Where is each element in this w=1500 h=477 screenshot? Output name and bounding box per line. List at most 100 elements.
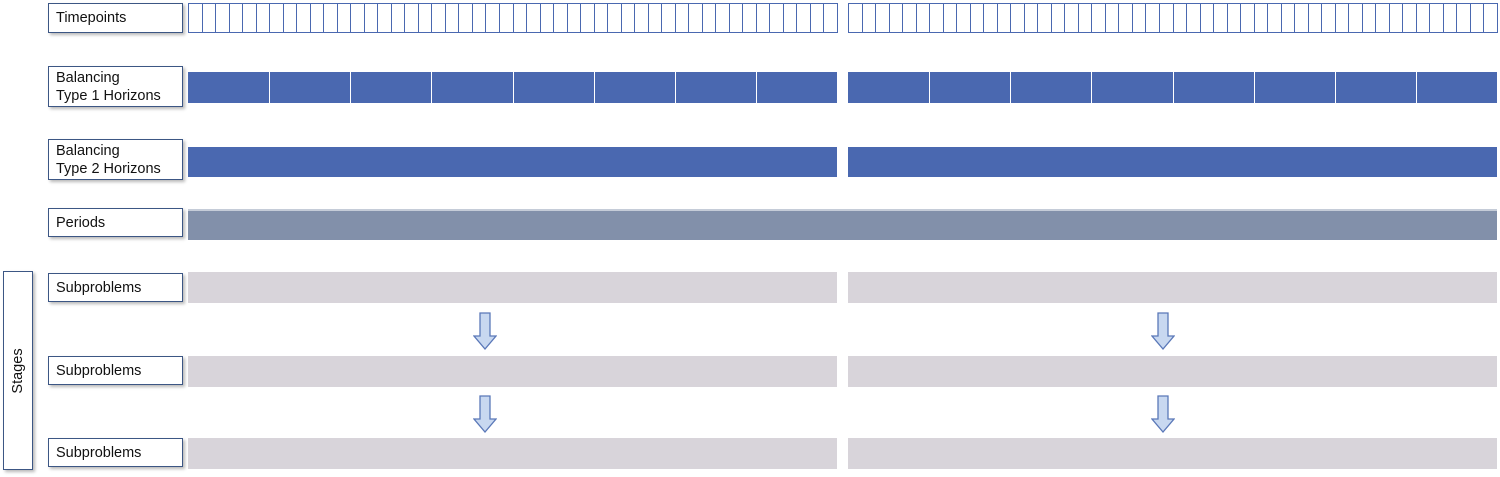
timepoint-cell — [823, 3, 839, 33]
subproblems-label-text: Subproblems — [56, 444, 142, 461]
type1-horizon-divider — [1335, 72, 1336, 103]
timepoint-cell — [728, 3, 744, 33]
down-arrow-icon — [1151, 395, 1175, 433]
subproblem-stage1-left — [188, 272, 837, 303]
timepoint-cell — [417, 3, 433, 33]
timepoint-cell — [1158, 3, 1174, 33]
timepoint-cell — [1010, 3, 1025, 33]
periods-label: Periods — [48, 208, 183, 237]
timepoint-cell — [996, 3, 1012, 33]
balancing-type1-label-text: Balancing Type 1 Horizons — [56, 69, 161, 104]
timepoint-cell — [539, 3, 555, 33]
timepoint-cell — [431, 3, 447, 33]
timepoint-cell — [1442, 3, 1458, 33]
timepoint-cell — [1104, 3, 1120, 33]
type2-horizon-left — [188, 147, 837, 177]
timepoint-cell — [390, 3, 406, 33]
subproblem-stage3-left — [188, 438, 837, 469]
subproblem-stage3-right — [848, 438, 1497, 469]
timepoint-cell — [1361, 3, 1377, 33]
timepoint-cell — [282, 3, 298, 33]
timepoint-cell — [471, 3, 487, 33]
timepoint-cell — [1145, 3, 1161, 33]
type1-horizon-divider — [1091, 72, 1092, 103]
timepoint-cell — [593, 3, 609, 33]
subproblem-stage2-right — [848, 356, 1497, 387]
timepoint-cell — [1483, 3, 1499, 33]
type1-horizon-divider — [756, 72, 757, 103]
timepoint-cell — [796, 3, 812, 33]
timepoints-label: Timepoints — [48, 3, 183, 33]
timepoint-cell — [1321, 3, 1336, 33]
timepoint-cell — [1294, 3, 1309, 33]
type1-horizon-divider — [350, 72, 351, 103]
timepoint-cell — [201, 3, 217, 33]
timepoint-cell — [1186, 3, 1201, 33]
timepoint-cell — [309, 3, 325, 33]
stages-label: Stages — [3, 271, 33, 470]
timepoint-cell — [228, 3, 244, 33]
timepoint-cell — [929, 3, 944, 33]
timepoint-cell — [566, 3, 582, 33]
subproblems-label-stage-3: Subproblems — [48, 438, 183, 467]
timepoint-cell — [1118, 3, 1134, 33]
timepoint-cell — [688, 3, 703, 33]
timepoint-cell — [1240, 3, 1255, 33]
timepoint-cell — [1226, 3, 1242, 33]
timepoint-cell — [942, 3, 958, 33]
subproblem-stage1-right — [848, 272, 1497, 303]
timepoint-cell — [1348, 3, 1363, 33]
timepoints-row-right — [848, 3, 1499, 33]
timepoint-cell — [350, 3, 365, 33]
timepoint-cell — [188, 3, 203, 33]
timepoint-cell — [1375, 3, 1391, 33]
timepoint-cell — [1037, 3, 1052, 33]
timepoint-cell — [1172, 3, 1188, 33]
type1-horizon-divider — [1010, 72, 1011, 103]
timepoint-cell — [363, 3, 379, 33]
timepoint-cell — [485, 3, 501, 33]
timepoint-cell — [1253, 3, 1269, 33]
timepoint-cell — [634, 3, 649, 33]
timepoint-cell — [458, 3, 474, 33]
down-arrow-icon — [1151, 312, 1175, 350]
timepoints-label-text: Timepoints — [56, 10, 127, 26]
type1-horizon-divider — [675, 72, 676, 103]
periods-label-text: Periods — [56, 214, 106, 231]
subproblem-stage2-left — [188, 356, 837, 387]
timepoint-cell — [255, 3, 271, 33]
timepoint-cell — [526, 3, 541, 33]
timepoint-cell — [336, 3, 352, 33]
timepoint-cell — [620, 3, 636, 33]
timepoint-cell — [1469, 3, 1485, 33]
timepoint-cell — [404, 3, 420, 33]
timepoint-cell — [1077, 3, 1093, 33]
timepoint-cell — [553, 3, 568, 33]
timepoint-cell — [888, 3, 904, 33]
timepoint-cell — [782, 3, 798, 33]
timepoint-cell — [444, 3, 460, 33]
timepoint-cell — [1050, 3, 1066, 33]
down-arrow-icon — [473, 395, 497, 433]
timepoint-cell — [1307, 3, 1323, 33]
type1-horizon-divider — [1416, 72, 1417, 103]
down-arrow-icon — [473, 312, 497, 350]
timepoint-cell — [983, 3, 998, 33]
timepoint-cell — [1213, 3, 1228, 33]
timepoint-cell — [498, 3, 514, 33]
type1-horizon-divider — [594, 72, 595, 103]
timepoint-cell — [1064, 3, 1080, 33]
timepoint-cell — [755, 3, 771, 33]
timepoint-cell — [769, 3, 785, 33]
timepoint-cell — [742, 3, 758, 33]
type1-horizon-divider — [431, 72, 432, 103]
timepoint-cell — [607, 3, 622, 33]
timepoint-cell — [1456, 3, 1472, 33]
timepoint-cell — [875, 3, 890, 33]
type1-horizon-divider — [513, 72, 514, 103]
timepoint-cell — [861, 3, 877, 33]
timepoint-cell — [1131, 3, 1147, 33]
timepoint-cell — [1415, 3, 1431, 33]
balancing-type2-label: Balancing Type 2 Horizons — [48, 139, 183, 180]
subproblems-label-stage-1: Subproblems — [48, 273, 183, 302]
